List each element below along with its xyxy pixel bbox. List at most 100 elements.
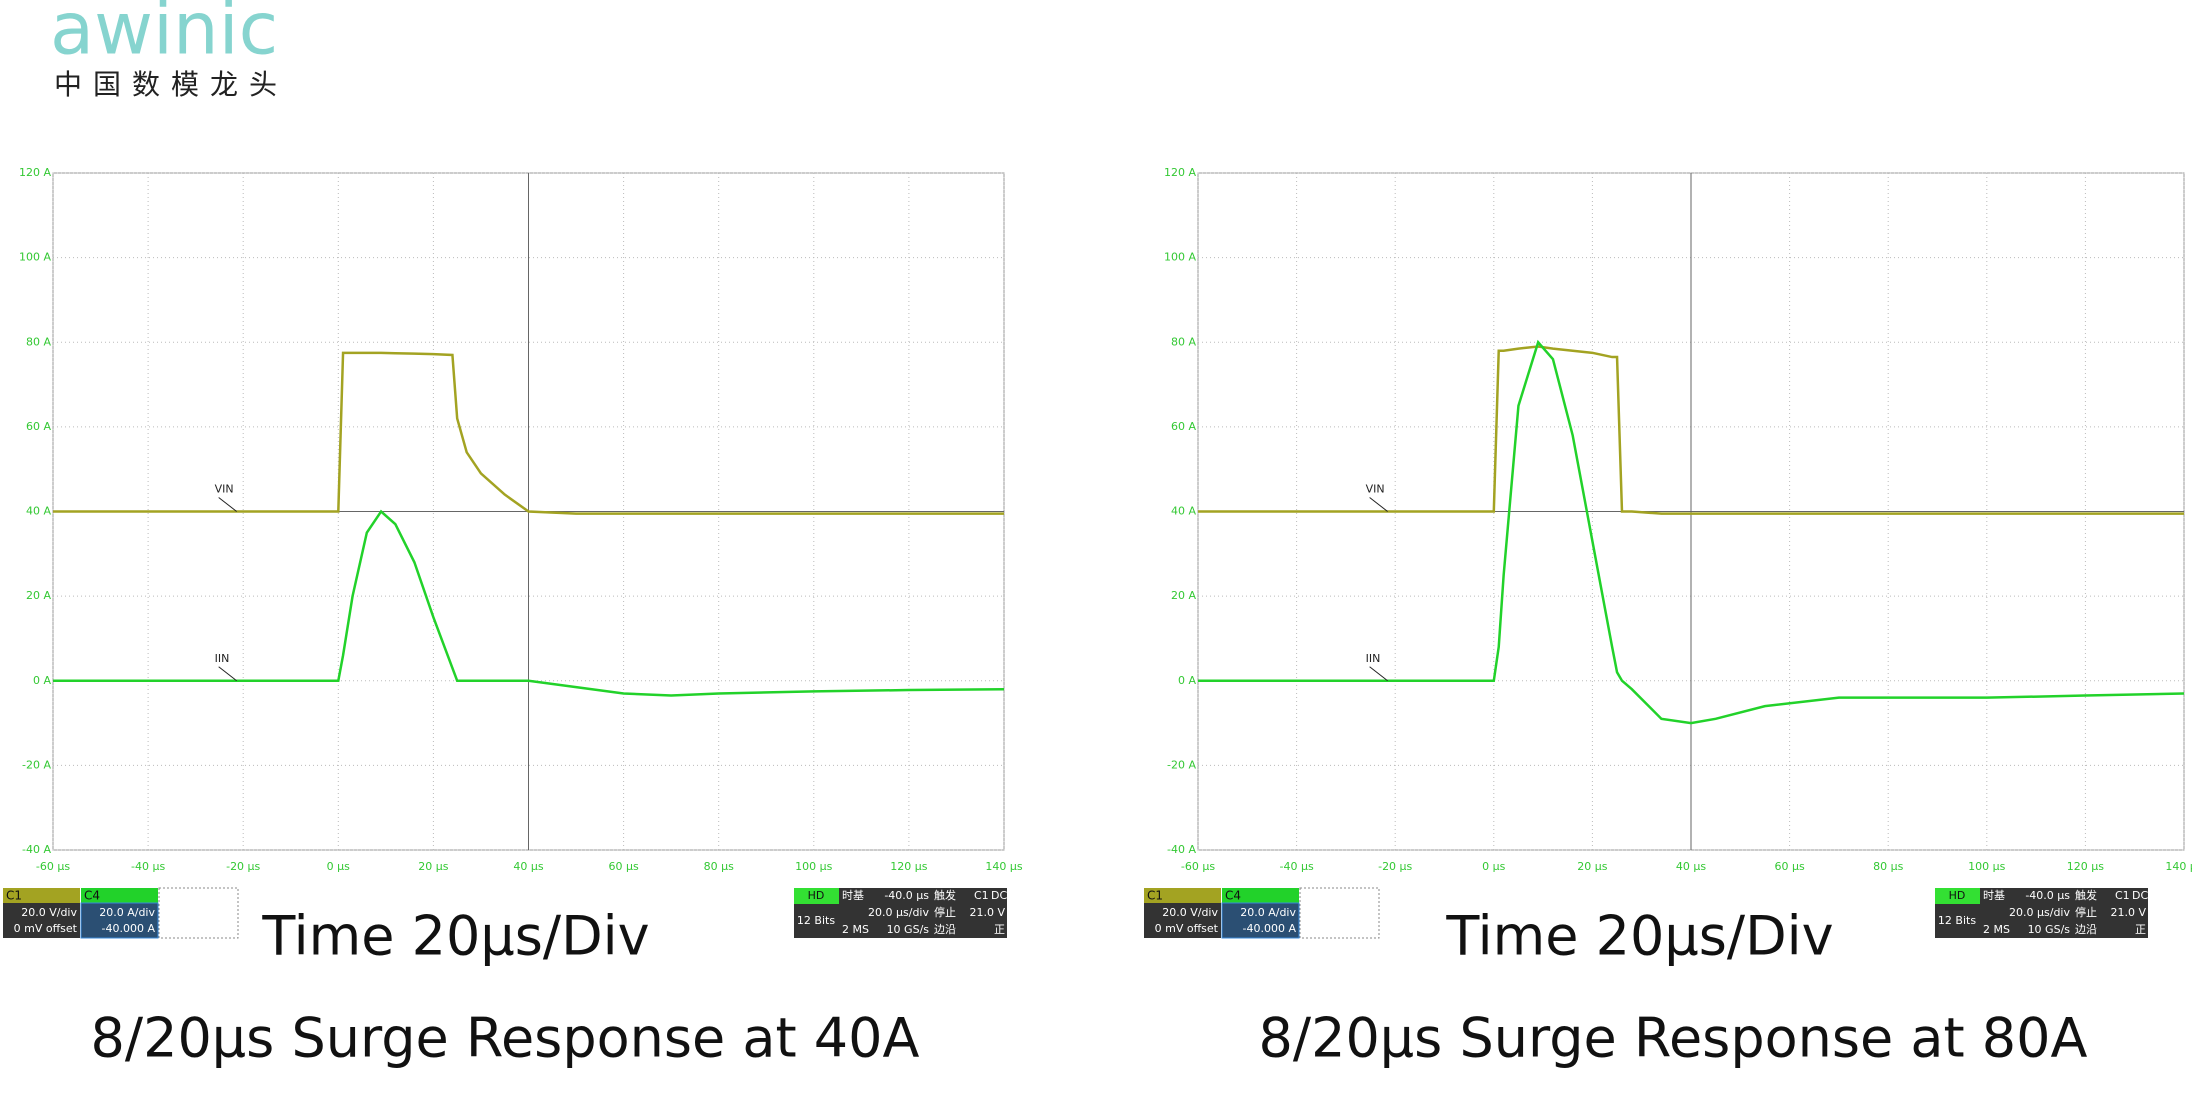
- acq-mode-box: [794, 888, 839, 904]
- acq-value: DC: [2132, 889, 2148, 902]
- channel-scale: 20.0 V/div: [21, 906, 77, 919]
- acq-value: 21.0 V: [969, 906, 1005, 919]
- x-tick-label: 40 µs: [1676, 860, 1706, 873]
- acq-value: 20.0 µs/div: [868, 906, 929, 919]
- x-tick-label: -60 µs: [36, 860, 70, 873]
- label-pointer: [218, 666, 237, 682]
- x-tick-label: 40 µs: [513, 860, 543, 873]
- x-tick-label: 0 µs: [327, 860, 350, 873]
- acq-value: 10 GS/s: [2028, 923, 2071, 936]
- x-tick-label: 60 µs: [608, 860, 638, 873]
- channel-offset: 0 mV offset: [1155, 922, 1219, 935]
- x-tick-label: 60 µs: [1774, 860, 1804, 873]
- y-tick-label: 40 A: [1171, 505, 1196, 518]
- trace: [53, 351, 1004, 515]
- chart-title: 8/20µs Surge Response at 80A: [1259, 1007, 2088, 1070]
- chart-title: 8/20µs Surge Response at 40A: [91, 1007, 920, 1070]
- trace: [1198, 345, 2184, 515]
- channel-header: [1222, 888, 1299, 903]
- y-tick-label: -20 A: [1167, 758, 1196, 771]
- channel-header: [3, 888, 80, 903]
- acq-value: 停止: [2075, 905, 2097, 919]
- y-tick-label: 80 A: [1171, 335, 1196, 348]
- acq-label: 触发: [934, 888, 956, 902]
- channel-scale: 20.0 V/div: [1162, 906, 1218, 919]
- y-tick-label: 80 A: [26, 335, 51, 348]
- series-label: VIN: [1366, 483, 1385, 496]
- y-tick-label: 100 A: [1164, 251, 1196, 264]
- x-tick-label: 80 µs: [704, 860, 734, 873]
- trace: [1198, 339, 2185, 725]
- x-tick-label: -60 µs: [1181, 860, 1215, 873]
- acq-value: 正: [2135, 923, 2146, 936]
- x-axis-title: Time 20µs/Div: [1445, 905, 1833, 968]
- y-tick-label: -20 A: [22, 758, 51, 771]
- y-tick-label: 20 A: [26, 589, 51, 602]
- x-tick-label: 80 µs: [1873, 860, 1903, 873]
- acq-label: 时基: [1983, 889, 2005, 902]
- acq-bits: 12 Bits: [1938, 914, 1976, 927]
- channel-name: C4: [1225, 889, 1241, 903]
- series-label: IIN: [1366, 652, 1381, 665]
- y-tick-label: 120 A: [19, 166, 51, 179]
- acq-bits: 12 Bits: [797, 914, 835, 927]
- logo-tagline: 中国数模龙头: [54, 68, 288, 101]
- x-tick-label: -40 µs: [1279, 860, 1313, 873]
- channel-body: [80, 902, 159, 939]
- channel-body: [1221, 902, 1300, 939]
- x-tick-label: 0 µs: [1482, 860, 1505, 873]
- y-tick-label: 100 A: [19, 251, 51, 264]
- channel-offset: -40.000 A: [1243, 922, 1297, 935]
- acq-value: 20.0 µs/div: [2009, 906, 2070, 919]
- series-label: IIN: [215, 652, 230, 665]
- y-tick-label: 60 A: [1171, 420, 1196, 433]
- channel-body: [1144, 903, 1221, 938]
- y-tick-label: 60 A: [26, 420, 51, 433]
- x-tick-label: 140 µs: [985, 860, 1022, 873]
- empty-slot: [158, 887, 239, 939]
- acq-mode: HD: [808, 889, 825, 902]
- channel-name: C1: [1147, 889, 1163, 903]
- acq-value: 正: [994, 923, 1005, 936]
- x-tick-label: 140 µs: [2165, 860, 2192, 873]
- series-label: VIN: [215, 483, 234, 496]
- acq-mode: HD: [1949, 889, 1966, 902]
- x-tick-label: 120 µs: [2067, 860, 2104, 873]
- y-tick-label: 20 A: [1171, 589, 1196, 602]
- x-tick-label: -40 µs: [131, 860, 165, 873]
- x-tick-label: 100 µs: [795, 860, 832, 873]
- y-tick-label: 40 A: [26, 505, 51, 518]
- acq-value: 2 MS: [842, 923, 869, 936]
- channel-header: [1144, 888, 1221, 903]
- y-tick-label: 120 A: [1164, 166, 1196, 179]
- acq-value: 停止: [934, 905, 956, 919]
- channel-body: [3, 903, 80, 938]
- x-tick-label: 20 µs: [418, 860, 448, 873]
- channel-scale: 20.0 A/div: [1240, 906, 1296, 919]
- label-pointer: [218, 497, 237, 512]
- x-tick-label: -20 µs: [1378, 860, 1412, 873]
- x-axis-title: Time 20µs/Div: [261, 905, 649, 968]
- acq-value: C1: [2115, 889, 2130, 902]
- channel-offset: 0 mV offset: [14, 922, 78, 935]
- logo-brand: awinic: [50, 0, 278, 71]
- x-tick-label: -20 µs: [226, 860, 260, 873]
- x-tick-label: 100 µs: [1968, 860, 2005, 873]
- channel-name: C1: [6, 889, 22, 903]
- y-tick-label: 0 A: [33, 674, 51, 687]
- label-pointer: [1369, 666, 1388, 682]
- channel-name: C4: [84, 889, 100, 903]
- channel-header: [81, 888, 158, 903]
- acq-value: 边沿: [2075, 923, 2097, 936]
- acq-value: DC: [991, 889, 1007, 902]
- acq-value: 2 MS: [1983, 923, 2010, 936]
- acq-value: -40.0 µs: [2025, 889, 2070, 902]
- x-tick-label: 20 µs: [1577, 860, 1607, 873]
- acq-value: 21.0 V: [2110, 906, 2146, 919]
- acq-value: 边沿: [934, 923, 956, 936]
- channel-scale: 20.0 A/div: [99, 906, 155, 919]
- channel-offset: -40.000 A: [102, 922, 156, 935]
- acq-value: 10 GS/s: [887, 923, 930, 936]
- y-tick-label: 0 A: [1178, 674, 1196, 687]
